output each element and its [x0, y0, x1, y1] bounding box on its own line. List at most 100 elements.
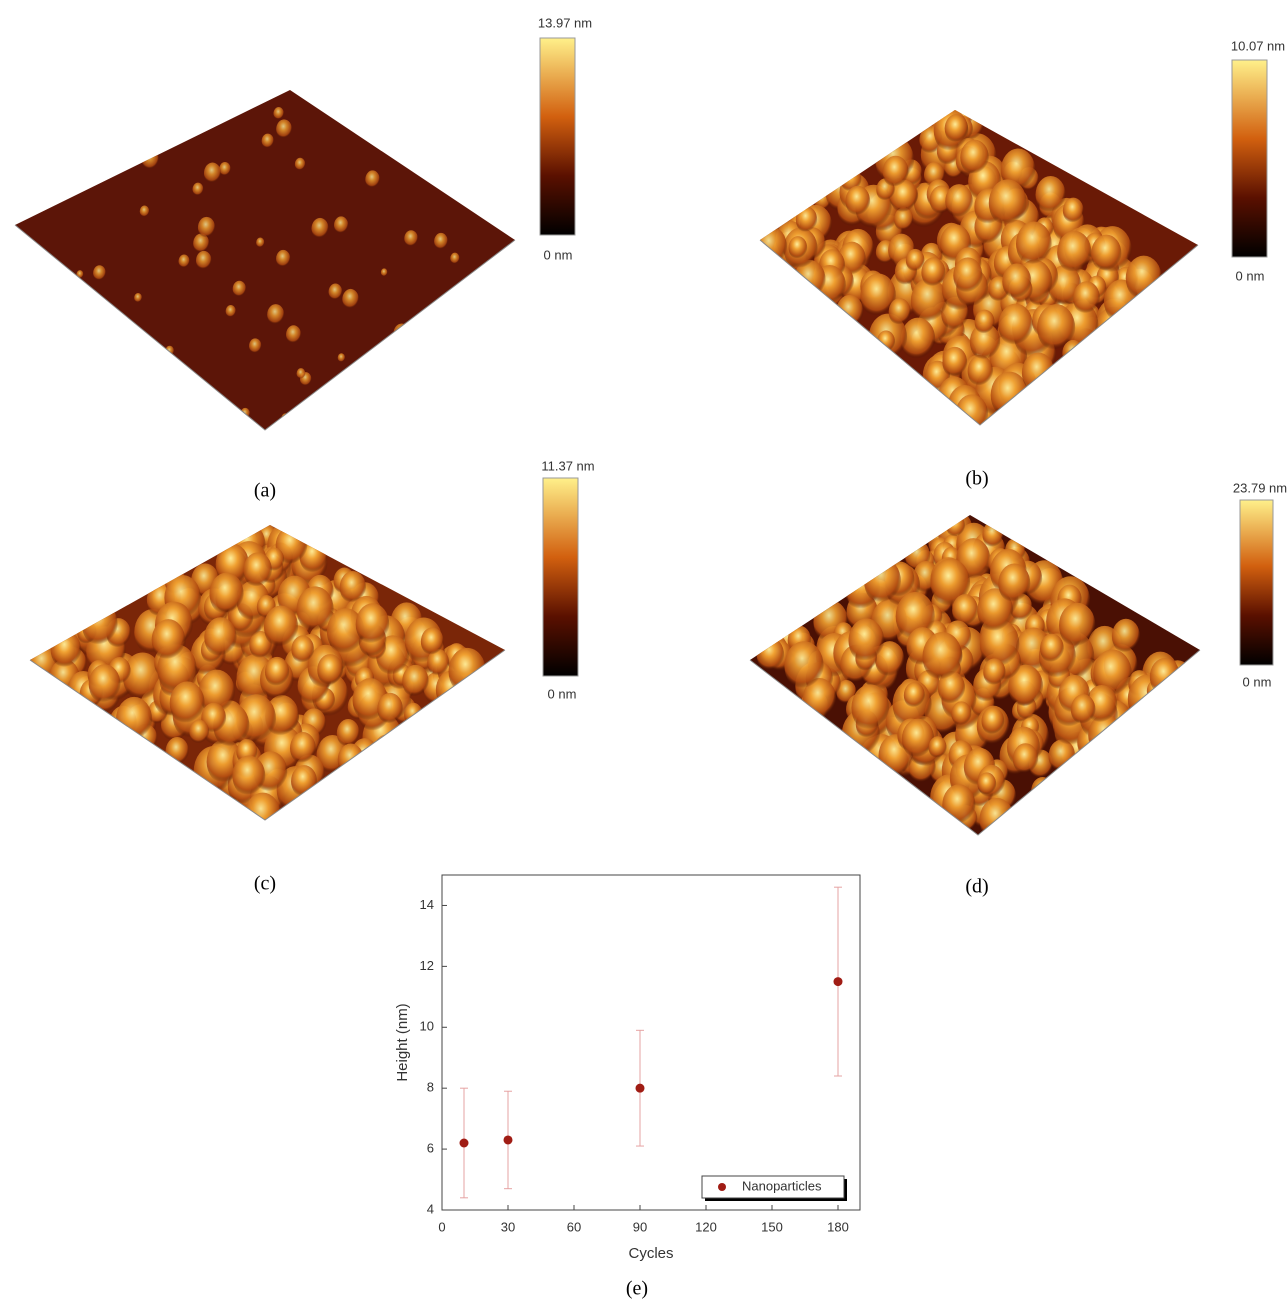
- bump: [434, 233, 448, 250]
- bump: [262, 134, 274, 149]
- bump: [998, 563, 1030, 603]
- bump: [421, 627, 444, 656]
- panel-label: (b): [965, 468, 988, 490]
- bump: [784, 641, 823, 690]
- bump: [329, 284, 343, 301]
- bump: [906, 249, 925, 272]
- colorbar: [540, 38, 575, 235]
- colorbar: [1232, 60, 1267, 257]
- bump: [450, 253, 459, 265]
- bump: [152, 619, 186, 661]
- panel-label: (a): [254, 480, 276, 502]
- bump: [365, 170, 379, 188]
- bump: [953, 257, 982, 294]
- bump: [754, 226, 787, 268]
- bump: [166, 737, 189, 766]
- y-tick-label: 10: [420, 1019, 434, 1034]
- bump: [757, 638, 784, 672]
- bump: [142, 149, 159, 170]
- bump: [789, 236, 808, 259]
- bump: [1057, 231, 1091, 274]
- x-tick-label: 30: [501, 1219, 515, 1234]
- colorbar-min: 0 nm: [1236, 268, 1265, 283]
- point: [636, 1084, 645, 1093]
- bump: [989, 179, 1027, 226]
- bump: [1126, 256, 1162, 301]
- bump: [1036, 176, 1066, 214]
- point: [504, 1135, 513, 1144]
- bump: [1013, 743, 1038, 775]
- bump: [1016, 222, 1052, 267]
- x-tick-label: 180: [827, 1219, 849, 1234]
- bump: [286, 325, 301, 344]
- bump: [983, 658, 1005, 686]
- bump: [946, 514, 965, 537]
- colorbar-max: 10.07 nm: [1231, 38, 1285, 53]
- bump: [273, 107, 283, 120]
- bump: [473, 278, 490, 299]
- colorbar-min: 0 nm: [544, 247, 573, 262]
- x-tick-label: 0: [438, 1219, 445, 1234]
- bump: [232, 756, 265, 797]
- bump: [337, 719, 360, 748]
- bump: [276, 250, 290, 268]
- point: [834, 977, 843, 986]
- bump: [904, 682, 925, 708]
- bump: [249, 338, 261, 353]
- bump: [140, 205, 150, 217]
- afm-panel: 11.37 nm0 nm(c): [27, 458, 595, 894]
- afm-panel: 10.07 nm 0 nm (b): [754, 38, 1285, 489]
- bump: [845, 186, 870, 217]
- y-tick-label: 12: [420, 958, 434, 973]
- colorbar-max: 23.79 nm: [1233, 480, 1287, 495]
- colorbar-max: 13.97 nm: [538, 15, 592, 30]
- panel-label: (e): [626, 1278, 648, 1300]
- figure: 13.97 nm 0 nm (a) 10.07 nm 0 nm (b) 11.37 nm0 …: [0, 0, 1288, 1302]
- bump: [1124, 713, 1146, 741]
- y-tick-label: 6: [427, 1141, 434, 1156]
- bump: [977, 772, 996, 795]
- bump: [226, 305, 236, 318]
- bump: [848, 618, 884, 663]
- bump: [338, 353, 345, 362]
- x-tick-label: 150: [761, 1219, 783, 1234]
- bump: [256, 238, 264, 248]
- bump: [374, 735, 398, 764]
- plot-frame: [442, 875, 860, 1210]
- bump: [233, 281, 246, 298]
- colorbar: [1240, 500, 1273, 665]
- bump: [170, 681, 205, 725]
- bump: [1040, 634, 1064, 664]
- bump: [82, 602, 118, 647]
- bump: [295, 158, 305, 171]
- x-tick-label: 90: [633, 1219, 647, 1234]
- point: [460, 1139, 469, 1148]
- legend-label: Nanoparticles: [742, 1178, 822, 1193]
- bump: [449, 648, 486, 695]
- bump: [1059, 603, 1095, 649]
- bump: [921, 257, 945, 287]
- bump: [116, 697, 152, 742]
- bump: [1073, 281, 1100, 315]
- bump: [1022, 353, 1055, 394]
- bump: [975, 310, 995, 335]
- y-tick-label: 8: [427, 1080, 434, 1095]
- bump: [1169, 681, 1188, 704]
- surface-bumps: [754, 98, 1165, 436]
- bump: [929, 736, 947, 759]
- bump: [1071, 694, 1096, 725]
- bump: [1062, 340, 1083, 367]
- bump: [243, 552, 272, 588]
- bump: [297, 368, 306, 379]
- bump: [244, 793, 281, 839]
- bump: [334, 216, 348, 234]
- bump: [1150, 658, 1180, 696]
- bump: [291, 635, 314, 663]
- bump: [377, 693, 403, 725]
- bump: [945, 184, 973, 219]
- bump: [922, 632, 962, 682]
- bump: [1112, 619, 1140, 654]
- bump: [877, 330, 895, 353]
- panel-label: (c): [254, 873, 276, 895]
- bump: [982, 521, 1003, 548]
